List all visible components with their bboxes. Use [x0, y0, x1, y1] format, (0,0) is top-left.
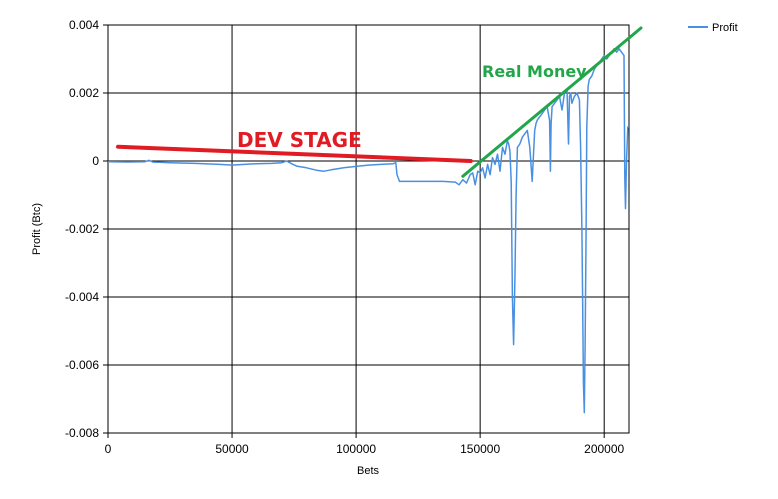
y-tick-label: 0.002: [69, 86, 99, 100]
x-axis-tick-labels: 0 50000 100000 150000 200000: [105, 433, 625, 456]
real-money-trendline: [461, 26, 643, 178]
y-axis-tick-labels: -0.008 -0.006 -0.004 -0.002 0 0.002 0.004: [65, 18, 108, 440]
y-tick-label: 0.004: [69, 18, 99, 32]
series-layer: [107, 48, 629, 414]
dev-stage-label: DEV STAGE: [237, 128, 362, 152]
real-money-label: Real Money: [482, 62, 587, 81]
x-tick-label: 0: [105, 442, 112, 456]
x-axis-title: Bets: [357, 465, 380, 477]
dev-stage-trendline: [116, 144, 473, 163]
y-axis-title: Profit (Btc): [31, 203, 43, 255]
y-tick-label: -0.008: [65, 426, 99, 440]
x-tick-label: 150000: [460, 442, 500, 456]
y-tick-label: -0.006: [65, 358, 99, 372]
y-tick-label: 0: [92, 154, 99, 168]
y-tick-label: -0.004: [65, 290, 99, 304]
x-tick-label: 50000: [215, 442, 249, 456]
series-line-profit: [107, 48, 629, 414]
x-tick-label: 200000: [584, 442, 624, 456]
y-tick-label: -0.002: [65, 222, 99, 236]
legend-label-profit: Profit: [712, 22, 738, 34]
legend: Profit: [688, 22, 738, 34]
x-tick-label: 100000: [336, 442, 376, 456]
gridlines: [108, 24, 629, 434]
annotations: DEV STAGE Real Money: [116, 26, 643, 178]
